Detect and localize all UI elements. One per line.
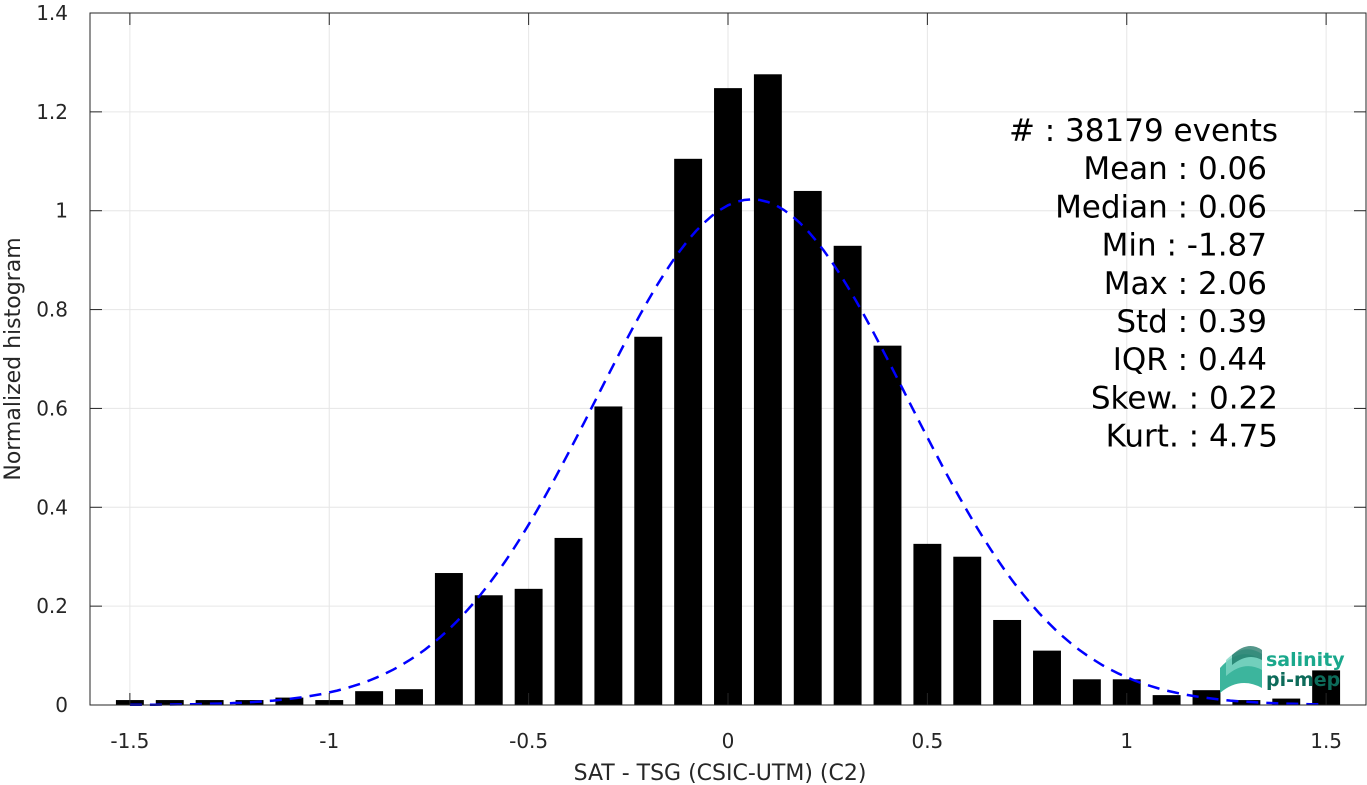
x-axis-tick-labels: -1.5 -1 -0.5 0 0.5 1 1.5: [110, 729, 1342, 753]
histogram-bar-26: [1152, 695, 1181, 705]
stat-line-2: Median : 0.06: [1055, 189, 1267, 225]
histogram-bar-15: [714, 88, 742, 706]
stat-line-1: Mean : 0.06: [1083, 151, 1267, 187]
histogram-bars: [115, 74, 1341, 706]
gaussian-fit-curve: [129, 198, 1327, 707]
x-tick-label-4: 0.5: [911, 729, 943, 753]
y-tick-label-6: 1.2: [36, 100, 68, 124]
y-axis-title: Normalized histogram: [1, 237, 26, 480]
histogram-bar-12: [594, 406, 623, 705]
histogram-bar-13: [634, 336, 663, 705]
x-tick-label-3: 0: [722, 729, 735, 753]
histogram-bar-7: [395, 689, 423, 705]
x-tick-label-6: 1.5: [1310, 729, 1342, 753]
x-axis-title: SAT - TSG (CSIC-UTM) (C2): [574, 761, 867, 785]
histogram-bar-11: [554, 537, 583, 705]
x-tick-label-0: -1.5: [110, 729, 149, 753]
y-tick-label-3: 0.6: [36, 396, 68, 420]
histogram-bar-22: [993, 619, 1022, 705]
histogram-bar-21: [953, 556, 982, 705]
histogram-bar-16: [753, 74, 782, 705]
histogram-bar-1: [155, 700, 184, 705]
histogram-bar-23: [1033, 650, 1061, 705]
stat-line-0: # : 38179 events: [1009, 113, 1278, 149]
histogram-bar-6: [355, 691, 384, 705]
histogram-bar-18: [833, 245, 862, 705]
x-tick-label-2: -0.5: [509, 729, 548, 753]
histogram-bar-9: [474, 595, 503, 705]
stat-line-8: Kurt. : 4.75: [1106, 419, 1278, 455]
histogram-bar-19: [873, 345, 902, 705]
stat-line-5: Std : 0.39: [1116, 304, 1267, 340]
stat-line-3: Min : -1.87: [1102, 228, 1267, 264]
histogram-bar-29: [1272, 698, 1301, 705]
histogram-bar-17: [793, 190, 822, 705]
y-tick-label-4: 0.8: [36, 298, 68, 322]
y-tick-label-0: 0: [55, 693, 68, 717]
histogram-bar-4: [275, 697, 304, 705]
x-tick-label-5: 1: [1120, 729, 1133, 753]
histogram-bar-24: [1072, 679, 1101, 705]
y-tick-label-5: 1: [55, 199, 68, 223]
histogram-bar-14: [674, 158, 703, 706]
histogram-bar-20: [913, 543, 942, 705]
histogram-bar-3: [235, 700, 264, 705]
axis-ticks: [90, 12, 1366, 706]
logo-wave-icon: [1220, 646, 1262, 693]
histogram-bar-2: [195, 700, 224, 705]
y-tick-label-1: 0.2: [36, 594, 68, 618]
y-axis-tick-labels: 0 0.2 0.4 0.6 0.8 1 1.2 1.4: [36, 1, 68, 717]
logo-text-salinity: salinity: [1266, 649, 1345, 671]
x-tick-label-1: -1: [319, 729, 339, 753]
salinity-pi-mep-logo: salinity pi-mep: [1220, 646, 1345, 693]
histogram-bar-27: [1192, 690, 1221, 705]
histogram-bar-10: [514, 588, 543, 705]
logo-text-pi-mep: pi-mep: [1266, 669, 1340, 691]
y-tick-label-7: 1.4: [36, 1, 68, 25]
stat-line-7: Skew. : 0.22: [1091, 380, 1278, 416]
y-tick-label-2: 0.4: [36, 495, 68, 519]
stat-line-4: Max : 2.06: [1104, 266, 1267, 302]
stat-line-6: IQR : 0.44: [1113, 342, 1267, 378]
